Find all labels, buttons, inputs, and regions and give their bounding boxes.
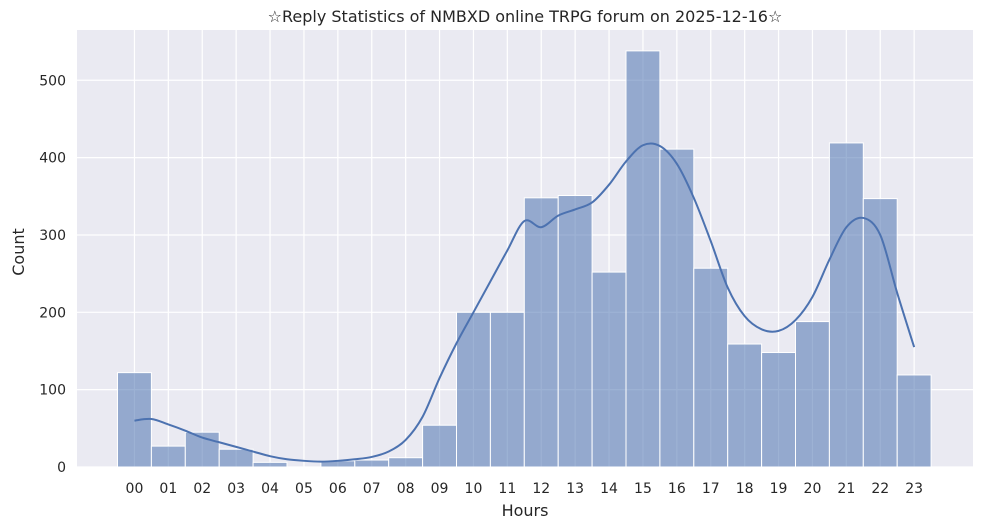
y-tick-label: 300 xyxy=(39,228,66,244)
bar-23 xyxy=(896,374,932,468)
x-tick-label: 01 xyxy=(159,481,177,497)
y-axis-label: Count xyxy=(9,228,28,276)
x-tick-label: 08 xyxy=(397,481,415,497)
x-axis-label: Hours xyxy=(502,501,549,520)
x-tick-label: 23 xyxy=(905,481,923,497)
y-tick-label: 200 xyxy=(39,305,66,321)
histogram-bars xyxy=(117,50,932,468)
bar-20 xyxy=(795,321,830,468)
x-tick-label: 22 xyxy=(871,481,889,497)
x-tick-label: 15 xyxy=(634,481,652,497)
bar-22 xyxy=(862,198,898,468)
bar-10 xyxy=(456,311,491,468)
x-tick-label: 21 xyxy=(837,481,855,497)
bar-12 xyxy=(523,197,559,468)
bar-08 xyxy=(388,457,424,468)
x-tick-label: 02 xyxy=(193,481,211,497)
x-tick-label: 05 xyxy=(295,481,313,497)
x-tick-label: 11 xyxy=(498,481,516,497)
x-tick-label: 18 xyxy=(736,481,754,497)
x-tick-label: 03 xyxy=(227,481,245,497)
bar-03 xyxy=(218,448,254,468)
kde-line xyxy=(134,142,916,463)
y-tick-label: 500 xyxy=(39,73,66,89)
x-tick-label: 00 xyxy=(126,481,144,497)
bar-17 xyxy=(693,267,729,468)
bar-13 xyxy=(557,195,593,468)
x-tick-label: 12 xyxy=(532,481,550,497)
x-tick-label: 13 xyxy=(566,481,584,497)
bar-15 xyxy=(625,50,661,468)
bar-09 xyxy=(422,424,458,468)
y-tick-label: 0 xyxy=(57,460,66,476)
bar-01 xyxy=(150,445,186,468)
x-tick-label: 06 xyxy=(329,481,347,497)
x-tick-label: 14 xyxy=(600,481,618,497)
bar-16 xyxy=(659,148,695,468)
bar-02 xyxy=(184,431,220,468)
bar-04 xyxy=(252,461,288,468)
x-tick-label: 20 xyxy=(804,481,822,497)
x-tick-label: 19 xyxy=(770,481,788,497)
x-tick-labels: 00 01 02 03 04 05 06 07 08 09 10 11 12 13 14 15 16 17 18 19… xyxy=(126,481,924,497)
bar-18 xyxy=(727,343,763,468)
bar-11 xyxy=(489,311,525,468)
bar-21 xyxy=(828,142,864,468)
bar-07 xyxy=(354,459,390,468)
bar-19 xyxy=(761,352,796,468)
x-tick-label: 10 xyxy=(465,481,483,497)
x-tick-label: 04 xyxy=(261,481,279,497)
x-tick-label: 17 xyxy=(702,481,720,497)
x-tick-label: 09 xyxy=(431,481,449,497)
chart-title: ☆Reply Statistics of NMBXD online TRPG f… xyxy=(268,7,783,26)
y-tick-label: 100 xyxy=(39,383,66,399)
x-tick-label: 07 xyxy=(363,481,381,497)
x-tick-label: 16 xyxy=(668,481,686,497)
y-tick-label: 400 xyxy=(39,151,66,167)
y-tick-labels: 0 100 200 300 400 500 xyxy=(39,73,66,476)
bar-14 xyxy=(591,271,627,468)
